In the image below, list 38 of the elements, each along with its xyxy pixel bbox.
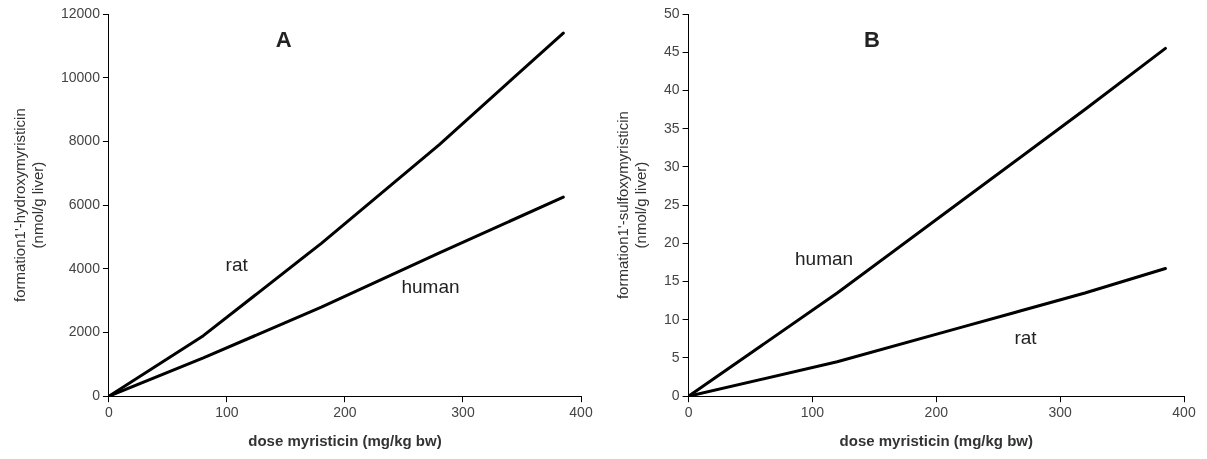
text: B: [863, 27, 880, 53]
y-tick-label: 8000: [68, 132, 101, 149]
x-tick-label: 0: [684, 404, 693, 421]
y-tick-label: 2000: [68, 323, 101, 340]
x-tick-label: 200: [333, 404, 357, 421]
y-tick-label: 25: [663, 195, 680, 212]
y-tick-label: 5: [671, 348, 680, 365]
y-tick-label: 4000: [68, 259, 101, 276]
x-axis-title: dose myristicin (mg/kg bw): [248, 432, 442, 450]
x-tick-label: 300: [451, 404, 475, 421]
x-tick-label: 400: [1172, 404, 1196, 421]
y-tick-label: 50: [663, 4, 680, 21]
y-tick-label: 30: [663, 157, 680, 174]
y-tick-label: 40: [663, 81, 680, 98]
y-tick-label: 20: [663, 234, 680, 251]
x-axis-title: dose myristicin (mg/kg bw): [839, 432, 1033, 450]
text: A: [275, 27, 292, 53]
y-axis-title: formation1'-hydroxymyristicin (nmol/g liver): [11, 108, 47, 302]
y-tick-label: 10: [663, 310, 680, 327]
series-label: human: [401, 275, 460, 297]
x-tick-label: 100: [215, 404, 239, 421]
y-tick-label: 0: [671, 387, 680, 404]
x-tick-label: 0: [105, 404, 114, 421]
x-tick-label: 300: [1048, 404, 1073, 421]
x-tick-label: 400: [569, 404, 593, 421]
x-tick-label: 200: [924, 404, 949, 421]
series-label: rat: [1014, 326, 1038, 348]
y-tick-label: 35: [663, 119, 680, 136]
y-tick-label: 15: [663, 272, 680, 289]
series-label: rat: [225, 253, 249, 275]
y-tick-label: 45: [663, 43, 680, 60]
y-tick-label: 12000: [60, 4, 101, 21]
x-tick-label: 100: [800, 404, 825, 421]
y-tick-label: 0: [92, 387, 101, 404]
y-axis-title: formation1'-sulfoxymyristicin (nmol/g liver): [614, 111, 650, 300]
y-tick-label: 10000: [60, 68, 101, 85]
y-tick-label: 6000: [68, 195, 101, 212]
series-label: human: [795, 248, 854, 270]
